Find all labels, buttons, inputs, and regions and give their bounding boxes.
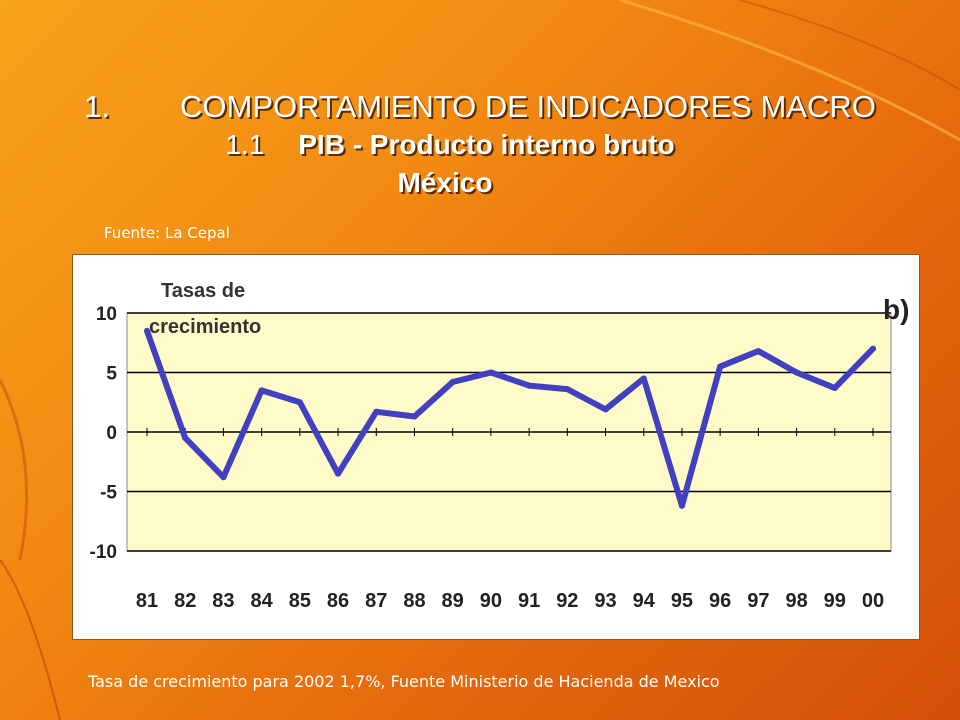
y-tick-label: -5 [100,483,117,504]
country-title: México [397,167,493,198]
data-point [411,413,418,420]
data-point [526,382,533,389]
data-point [831,384,838,391]
subtitle-number: 1.1 [225,129,265,160]
y-tick-label: -10 [90,542,117,563]
x-tick-label: 92 [556,590,578,612]
data-point [335,470,342,477]
source-text: Fuente: La Cepal [104,224,230,242]
y-tick-label: 5 [106,364,117,385]
x-tick-label: 95 [671,590,693,612]
x-tick-label: 89 [442,590,464,612]
data-point [678,502,685,509]
x-tick-label: 91 [518,590,540,612]
data-point [717,363,724,370]
y-tick-label: 10 [96,304,117,325]
footnote: Tasa de crecimiento para 2002 1,7%, Fuen… [88,672,720,691]
data-point [182,434,189,441]
x-tick-label: 83 [212,590,234,612]
x-tick-label: 82 [174,590,196,612]
data-point [449,379,456,386]
chart-title-line2: crecimiento [149,316,261,338]
chart-title-line1: Tasas de [161,280,245,302]
x-tick-label: 96 [709,590,731,612]
x-tick-label: 84 [251,590,274,612]
x-tick-label: 94 [633,590,656,612]
data-point [564,386,571,393]
data-point [296,399,303,406]
data-point [755,348,762,355]
y-tick-label: 0 [106,423,117,444]
x-tick-label: 93 [594,590,616,612]
data-point [487,369,494,376]
data-point [602,406,609,413]
x-tick-label: 00 [862,590,884,612]
data-point [870,345,876,352]
x-tick-label: 86 [327,590,349,612]
data-point [258,387,265,394]
x-tick-label: 90 [480,590,502,612]
gdp-growth-chart: 10 5 0 -5 -10 81 82 83 84 85 86 87 88 89 90 91 92 93 94 95 9… [90,280,910,612]
data-point [640,375,647,382]
slide-title: 1. COMPORTAMIENTO DE INDICADORES MACRO 1.… [0,88,960,202]
panel-label: b) [883,294,909,325]
data-point [793,369,800,376]
title-number: 1. [84,89,110,124]
title-text: COMPORTAMIENTO DE INDICADORES MACRO [180,89,876,124]
x-tick-label: 85 [289,590,311,612]
subtitle-text: PIB - Producto interno bruto [298,129,675,160]
x-tick-label: 81 [136,590,158,612]
x-tick-label: 87 [365,590,387,612]
data-point [220,474,227,481]
series-line [144,327,876,509]
x-tick-label: 97 [747,590,769,612]
data-point [144,327,150,334]
chart-panel: 10 5 0 -5 -10 81 82 83 84 85 86 87 88 89 90 91 92 93 94 95 9… [72,254,920,640]
x-tick-label: 88 [403,590,425,612]
data-point [373,408,380,415]
x-tick-label: 98 [785,590,807,612]
x-tick-label: 99 [824,590,846,612]
